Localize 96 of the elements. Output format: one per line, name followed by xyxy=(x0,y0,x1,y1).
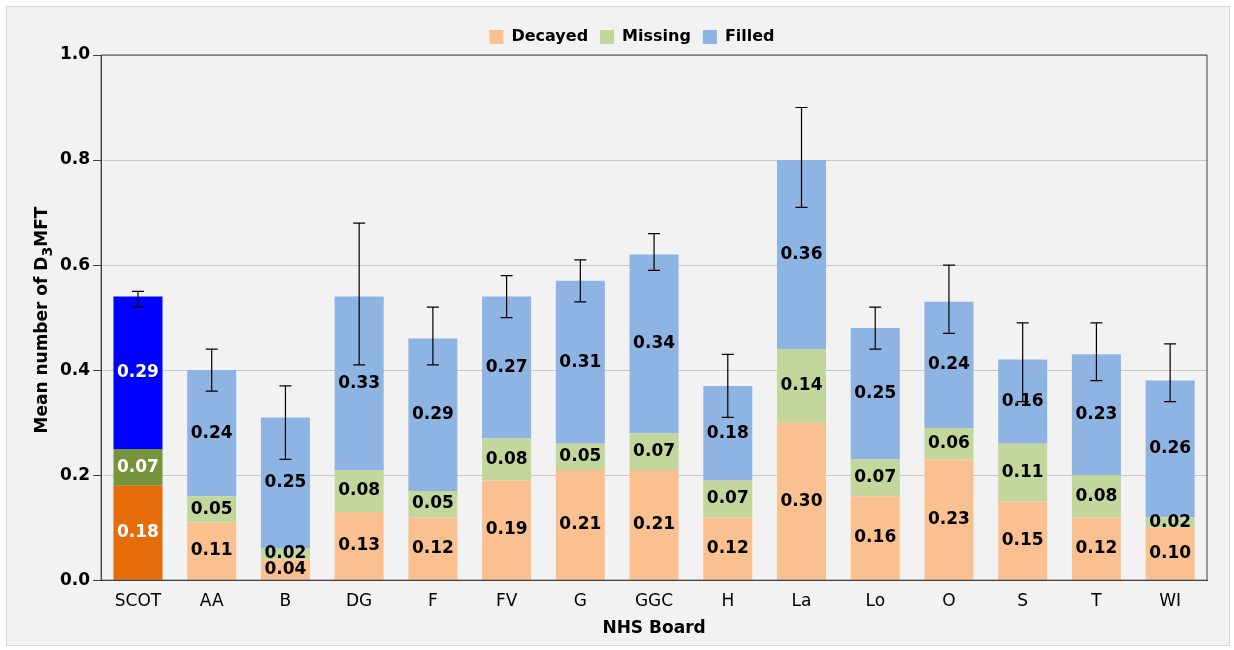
y-tick-label: 0.4 xyxy=(59,358,91,379)
bar xyxy=(1071,517,1121,580)
data-label: 0.25 xyxy=(264,471,307,492)
y-tick-label: 0.2 xyxy=(59,463,91,484)
x-tick-label: DG xyxy=(346,589,373,610)
bar xyxy=(1071,354,1121,476)
bar xyxy=(482,480,532,580)
y-tick-label: 0.0 xyxy=(59,568,91,589)
data-label: 0.34 xyxy=(633,332,676,353)
data-label: 0.07 xyxy=(706,487,749,508)
x-tick-label: B xyxy=(279,589,292,610)
data-label: 0.12 xyxy=(1075,536,1118,557)
data-label: 0.31 xyxy=(559,350,602,371)
data-label: 0.08 xyxy=(338,479,381,500)
bar xyxy=(334,511,384,580)
bar xyxy=(924,301,974,428)
legend-label: Decayed xyxy=(511,26,589,46)
data-label: 0.24 xyxy=(190,421,233,442)
data-label: 0.08 xyxy=(485,447,528,468)
data-label: 0.24 xyxy=(927,353,971,374)
data-label: 0.29 xyxy=(117,361,159,382)
data-label: 0.11 xyxy=(1001,460,1044,481)
data-label: 0.36 xyxy=(780,243,823,263)
data-label: 0.21 xyxy=(633,513,676,534)
data-label: 0.33 xyxy=(338,371,381,392)
x-tick-label: AA xyxy=(199,589,224,610)
data-label: 0.05 xyxy=(190,497,233,518)
bar xyxy=(334,296,384,470)
bar xyxy=(113,485,163,580)
data-label: 0.05 xyxy=(411,492,454,513)
data-label: 0.23 xyxy=(1075,403,1118,424)
x-tick-label: GGC xyxy=(634,589,674,610)
bar xyxy=(555,280,605,444)
legend-label: Missing xyxy=(622,26,691,46)
data-label: 0.15 xyxy=(1001,528,1044,549)
bar xyxy=(187,370,237,497)
x-tick-label: G xyxy=(573,589,587,610)
data-label: 0.12 xyxy=(411,536,454,557)
data-label: 0.23 xyxy=(927,507,970,528)
bar xyxy=(850,328,900,460)
bar xyxy=(408,338,458,491)
bar xyxy=(408,517,458,580)
bar xyxy=(629,254,679,434)
x-tick-label: S xyxy=(1017,589,1029,610)
x-tick-label: SCOT xyxy=(114,589,162,610)
y-tick-label: 0.8 xyxy=(59,148,91,169)
data-label: 0.19 xyxy=(485,518,528,539)
data-label: 0.06 xyxy=(927,432,970,453)
x-tick-label: La xyxy=(791,589,812,610)
data-label: 0.07 xyxy=(854,466,897,487)
x-tick-label: O xyxy=(942,589,956,610)
data-label: 0.08 xyxy=(1075,484,1118,505)
x-tick-label: T xyxy=(1090,589,1103,610)
data-label: 0.12 xyxy=(706,536,749,557)
data-label: 0.18 xyxy=(706,421,749,442)
data-label: 0.04 xyxy=(264,557,307,578)
x-tick-label: FV xyxy=(495,589,518,610)
bar xyxy=(113,296,163,449)
x-tick-label: WI xyxy=(1159,589,1182,610)
data-label: 0.16 xyxy=(854,526,897,547)
bar xyxy=(777,422,827,580)
data-label: 0.13 xyxy=(338,534,381,555)
data-label: 0.07 xyxy=(117,455,159,476)
bar xyxy=(777,160,827,350)
data-label: 0.29 xyxy=(411,403,454,424)
x-axis-title: NHS Board xyxy=(602,617,706,638)
bar xyxy=(703,517,753,580)
data-label: 0.11 xyxy=(190,539,233,560)
bar xyxy=(850,496,900,580)
data-label: 0.07 xyxy=(633,439,676,460)
bar xyxy=(703,385,753,481)
data-label: 0.26 xyxy=(1149,437,1192,458)
data-label: 0.16 xyxy=(1001,390,1044,411)
bar xyxy=(629,469,679,580)
bar xyxy=(187,522,237,580)
data-label: 0.05 xyxy=(559,445,602,466)
data-label: 0.14 xyxy=(780,374,823,395)
data-label: 0.10 xyxy=(1149,542,1192,563)
x-tick-label: F xyxy=(427,589,438,610)
data-label: 0.21 xyxy=(559,513,602,534)
legend-label: Filled xyxy=(724,26,775,46)
y-tick-label: 1.0 xyxy=(59,43,91,64)
data-label: 0.25 xyxy=(854,382,897,403)
bar xyxy=(555,469,605,580)
data-label: 0.18 xyxy=(117,521,159,542)
data-label: 0.02 xyxy=(1149,510,1192,531)
bar xyxy=(998,359,1048,444)
bar xyxy=(998,501,1048,580)
data-label: 0.27 xyxy=(485,355,528,376)
bar xyxy=(777,349,827,423)
bar xyxy=(482,296,532,439)
x-tick-label: Lo xyxy=(865,589,886,610)
x-tick-label: H xyxy=(721,589,735,610)
y-tick-label: 0.6 xyxy=(59,253,91,274)
data-label: 0.30 xyxy=(780,489,823,510)
bar xyxy=(924,459,974,580)
